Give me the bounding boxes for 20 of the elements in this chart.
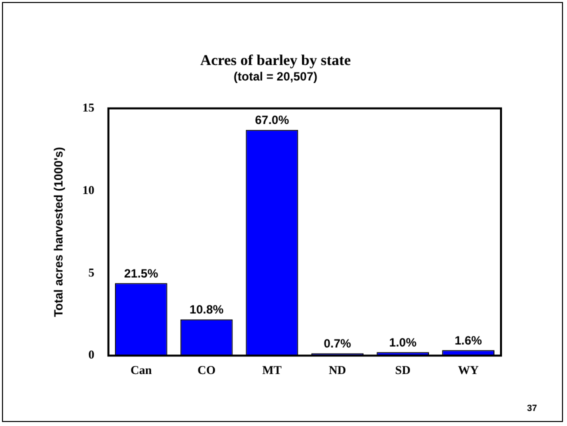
y-axis-title: Total acres harvested (1000's) bbox=[52, 146, 66, 318]
x-tick-label: SD bbox=[395, 362, 411, 377]
y-tick-label: 5 bbox=[88, 265, 94, 280]
annotation: 10.8% bbox=[190, 302, 224, 317]
x-tick-label: Can bbox=[130, 362, 152, 377]
annotation: 0.7% bbox=[324, 336, 352, 351]
annotation: 1.0% bbox=[389, 335, 417, 350]
x-tick-label: ND bbox=[328, 362, 346, 377]
annotation: 1.6% bbox=[454, 333, 482, 348]
x-tick-label: CO bbox=[198, 362, 216, 377]
x-tick-label: MT bbox=[262, 362, 282, 377]
y-tick-label: 10 bbox=[82, 182, 94, 197]
y-tick-label: 15 bbox=[82, 100, 94, 114]
text: 37 bbox=[526, 403, 537, 413]
chart-subtitle: (total = 20,507) bbox=[234, 70, 318, 84]
y-tick-label: 0 bbox=[88, 348, 94, 362]
annotation: 21.5% bbox=[124, 266, 158, 280]
annotation: 67.0% bbox=[254, 113, 290, 128]
x-tick-label: WY bbox=[458, 362, 479, 377]
chart-title: Acres of barley by state bbox=[200, 52, 352, 69]
